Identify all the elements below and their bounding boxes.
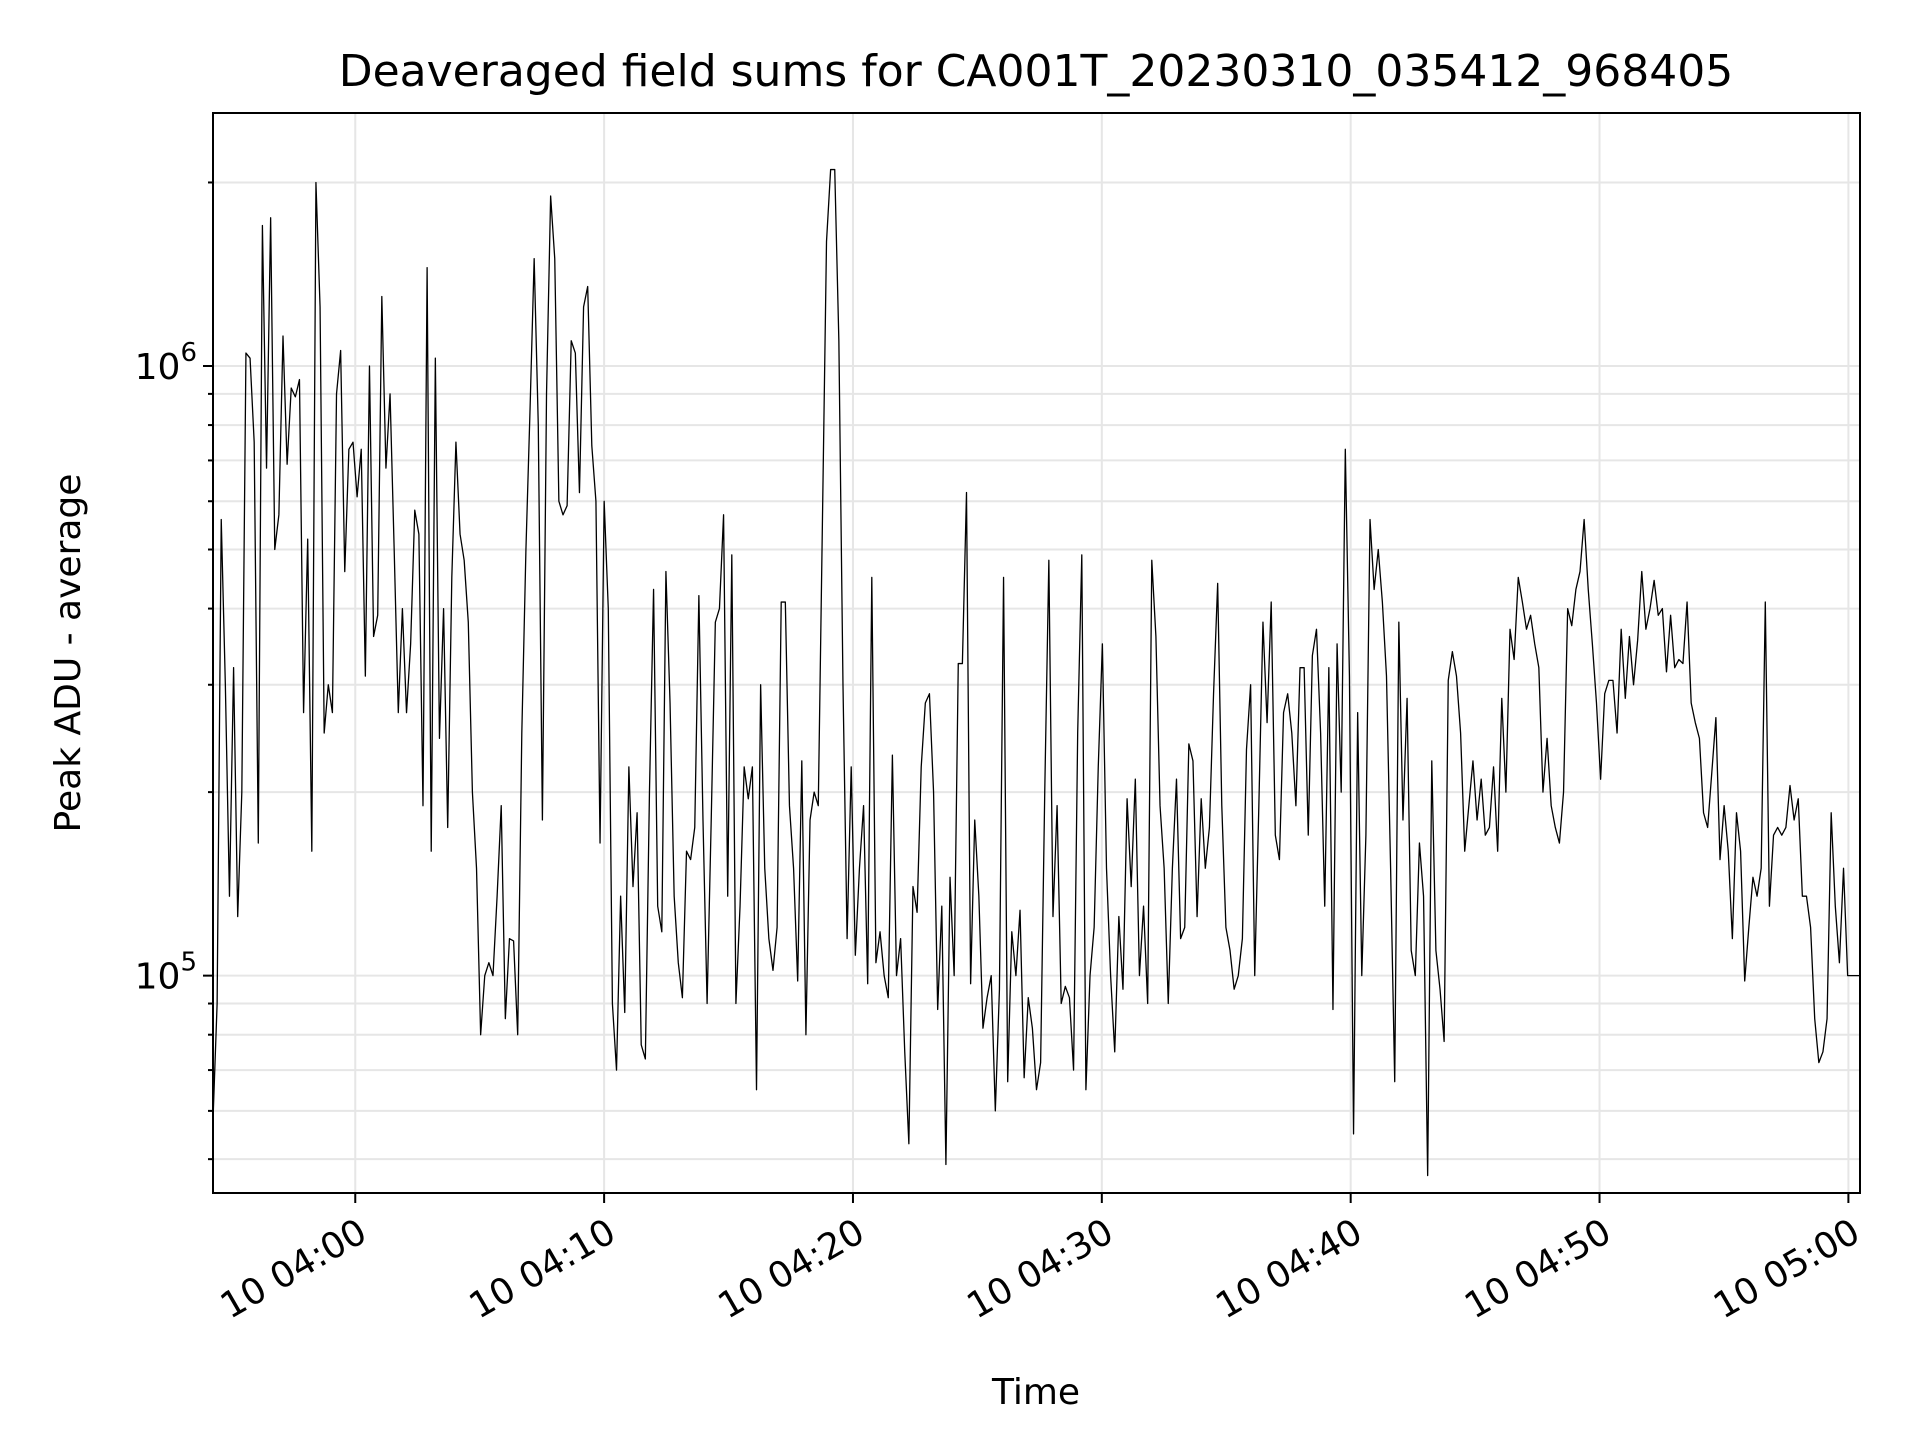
y-tick-label: 105 bbox=[135, 948, 197, 998]
grid-lines bbox=[213, 113, 1860, 1193]
plot-frame bbox=[212, 112, 1861, 1194]
y-tick-base: 10 bbox=[135, 957, 181, 998]
y-tick-exponent: 5 bbox=[180, 948, 197, 978]
data-area bbox=[213, 168, 1860, 1177]
y-axis-label: Peak ADU - average bbox=[48, 474, 89, 833]
y-tick-base: 10 bbox=[135, 347, 181, 388]
series-line-0 bbox=[213, 168, 1860, 1177]
x-axis-label: Time bbox=[991, 1372, 1080, 1413]
y-tick-exponent: 6 bbox=[180, 338, 197, 368]
chart-title: Deaveraged field sums for CA001T_2023031… bbox=[339, 46, 1734, 97]
y-tick-label: 106 bbox=[135, 338, 197, 388]
